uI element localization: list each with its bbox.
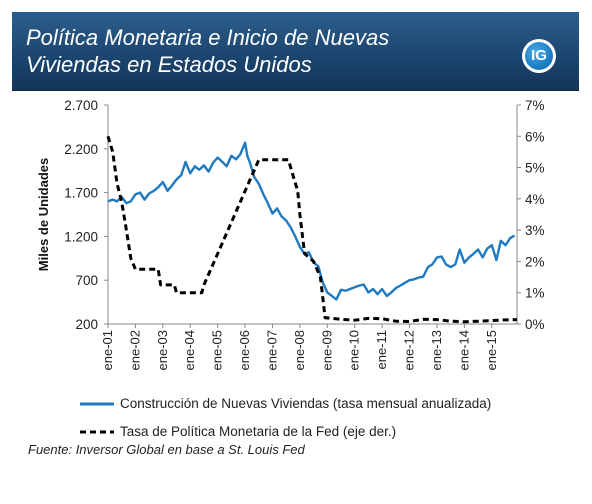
x-tick-label: ene-12: [402, 330, 417, 370]
y-right-tick-label: 0%: [525, 317, 545, 332]
chart-title: Política Monetaria e Inicio de Nuevas Vi…: [26, 24, 496, 78]
y-right-tick-label: 7%: [525, 98, 545, 113]
x-tick-label: ene-14: [456, 330, 471, 370]
y-right-tick-label: 1%: [525, 286, 545, 301]
x-tick-label: ene-08: [292, 330, 307, 370]
x-tick-label: ene-04: [182, 330, 197, 370]
series-housing-starts-line: [107, 141, 516, 301]
legend-swatch-fed: [80, 430, 114, 434]
x-tick-label: ene-09: [319, 330, 334, 370]
y-right-tick-label: 5%: [525, 161, 545, 176]
x-tick-label: ene-02: [127, 330, 142, 370]
y-left-tick-label: 200: [75, 317, 98, 332]
x-tick-label: ene-10: [347, 330, 362, 370]
y-left-tick-label: 2.200: [64, 142, 98, 157]
x-tick-label: ene-15: [484, 330, 499, 370]
y-left-axis-title: Miles de Unidades: [36, 158, 51, 271]
x-tick-label: ene-01: [100, 330, 115, 370]
y-right-tick-label: 6%: [525, 129, 545, 144]
x-tick-label: ene-03: [155, 330, 170, 370]
y-left-tick-label: 1.700: [64, 186, 98, 201]
series-fed-rate-line: [106, 135, 518, 324]
x-tick-label: ene-07: [264, 330, 279, 370]
y-left-tick-label: 700: [75, 273, 98, 288]
y-right-tick-label: 4%: [525, 192, 545, 207]
chart-header: Política Monetaria e Inicio de Nuevas Vi…: [12, 12, 579, 90]
y-left-tick-label: 2.700: [64, 98, 98, 113]
title-line-1: Política Monetaria e Inicio de Nuevas: [26, 25, 390, 50]
source-note: Fuente: Inversor Global en base a St. Lo…: [28, 442, 305, 457]
legend-label-fed: Tasa de Política Monetaria de la Fed (ej…: [120, 424, 397, 439]
y-left-tick-label: 1.200: [64, 229, 98, 244]
x-tick-label: ene-05: [210, 330, 225, 370]
x-tick-label: ene-13: [429, 330, 444, 370]
title-line-2: Viviendas en Estados Unidos: [26, 52, 312, 77]
ig-logo-text: IG: [525, 42, 553, 70]
x-tick-label: ene-11: [374, 330, 389, 370]
legend-label-housing: Construcción de Nuevas Viviendas (tasa m…: [120, 396, 492, 411]
y-right-tick-label: 2%: [525, 254, 545, 269]
x-tick-label: ene-06: [237, 330, 252, 370]
legend-swatch-housing: [80, 402, 114, 406]
y-right-tick-label: 3%: [525, 223, 545, 238]
ig-logo: IG: [522, 39, 556, 73]
